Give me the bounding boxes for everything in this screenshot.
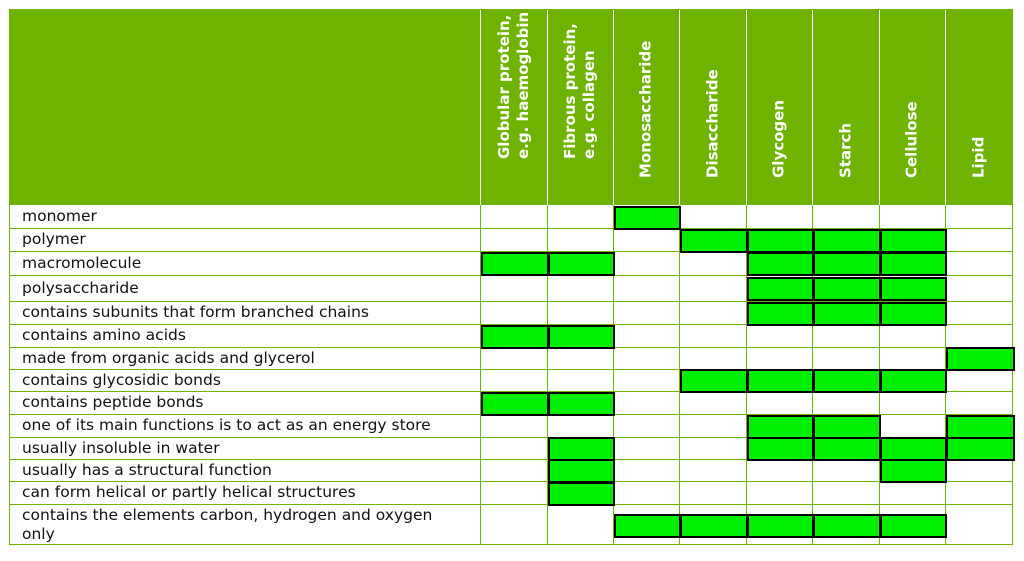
row-divider: [10, 301, 1012, 302]
row-divider: [10, 504, 1012, 505]
cell-mark: [880, 252, 947, 276]
row-label: one of its main functions is to act as a…: [22, 416, 431, 434]
column-header-label: Fibrous protein, e.g. collagen: [561, 23, 598, 159]
row-divider: [10, 369, 1012, 370]
row-divider: [10, 228, 1012, 229]
column-header: Disaccharide: [679, 10, 746, 205]
row-label: polymer: [22, 230, 86, 248]
column-header: Starch: [812, 10, 879, 205]
row-label: contains amino acids: [22, 326, 186, 344]
cell-mark: [481, 391, 549, 416]
cell-mark: [880, 301, 947, 326]
column-divider: [480, 205, 481, 544]
row-label: contains peptide bonds: [22, 393, 204, 411]
header-divider: [879, 10, 880, 205]
cell-mark: [747, 414, 814, 439]
table-header: [10, 10, 1012, 205]
cell-mark: [813, 228, 881, 253]
column-header: Fibrous protein, e.g. collagen: [547, 10, 613, 205]
cell-mark: [548, 459, 615, 483]
cell-mark: [548, 437, 615, 461]
cell-mark: [747, 369, 814, 393]
header-divider: [613, 10, 614, 205]
comparison-table: Globular protein, e.g. haemoglobin Fibrou…: [9, 9, 1015, 545]
column-header-label: Monosaccharide: [636, 40, 655, 178]
cell-mark: [614, 205, 681, 230]
cell-mark: [813, 252, 881, 276]
cell-mark: [548, 481, 615, 506]
cell-mark: [548, 252, 615, 276]
column-header-label: Glycogen: [769, 99, 788, 178]
column-header-label: Cellulose: [902, 101, 921, 178]
cell-mark: [548, 324, 615, 349]
cell-mark: [880, 369, 947, 393]
row-divider: [10, 251, 1012, 252]
cell-mark: [813, 301, 881, 326]
cell-mark: [548, 391, 615, 416]
cell-mark: [813, 369, 881, 393]
column-header: Monosaccharide: [613, 10, 679, 205]
cell-mark: [946, 414, 1015, 439]
cell-mark: [813, 414, 881, 439]
cell-mark: [880, 514, 947, 538]
cell-mark: [880, 277, 947, 301]
column-header: Globular protein, e.g. haemoglobin: [480, 10, 547, 205]
row-label: contains subunits that form branched cha…: [22, 303, 370, 321]
header-divider: [547, 10, 548, 205]
header-divider: [679, 10, 680, 205]
row-divider: [10, 437, 1012, 438]
cell-mark: [680, 369, 748, 393]
column-header-label: Starch: [836, 122, 854, 178]
cell-mark: [813, 514, 881, 538]
row-label: monomer: [22, 207, 97, 225]
cell-mark: [747, 437, 814, 461]
column-header: Lipid: [945, 10, 1013, 205]
row-divider: [10, 481, 1012, 482]
cell-mark: [747, 301, 814, 326]
row-label: usually has a structural function: [22, 460, 272, 479]
row-label: contains glycosidic bonds: [22, 370, 221, 389]
column-header-label: Disaccharide: [703, 69, 721, 178]
cell-mark: [680, 228, 748, 253]
row-label: usually insoluble in water: [22, 438, 220, 457]
column-divider: [679, 205, 680, 544]
row-label: macromolecule: [22, 253, 142, 272]
cell-mark: [813, 277, 881, 301]
row-divider: [10, 459, 1012, 460]
cell-mark: [614, 514, 681, 538]
cell-mark: [880, 437, 947, 461]
cell-mark: [747, 228, 814, 253]
cell-mark: [946, 437, 1015, 461]
cell-mark: [813, 437, 881, 461]
column-header-label: Lipid: [969, 136, 988, 178]
row-label: can form helical or partly helical struc…: [22, 483, 356, 501]
header-divider: [480, 10, 481, 205]
header-divider: [945, 10, 946, 205]
column-header: Cellulose: [879, 10, 945, 205]
row-label: polysaccharide: [22, 278, 139, 297]
column-header: Glycogen: [746, 10, 812, 205]
cell-mark: [880, 459, 947, 483]
cell-mark: [946, 347, 1015, 371]
cell-mark: [747, 277, 814, 301]
column-header-label: Globular protein, e.g. haemoglobin: [494, 11, 532, 159]
row-label: made from organic acids and glycerol: [22, 348, 315, 367]
cell-mark: [747, 514, 814, 538]
cell-mark: [747, 252, 814, 276]
cell-mark: [880, 228, 947, 253]
header-divider: [812, 10, 813, 205]
column-divider: [613, 205, 614, 544]
cell-mark: [680, 514, 748, 538]
header-divider: [746, 10, 747, 205]
column-divider: [547, 205, 548, 544]
cell-mark: [481, 324, 549, 349]
row-label: contains the elements carbon, hydrogen a…: [22, 506, 433, 543]
cell-mark: [481, 252, 549, 276]
